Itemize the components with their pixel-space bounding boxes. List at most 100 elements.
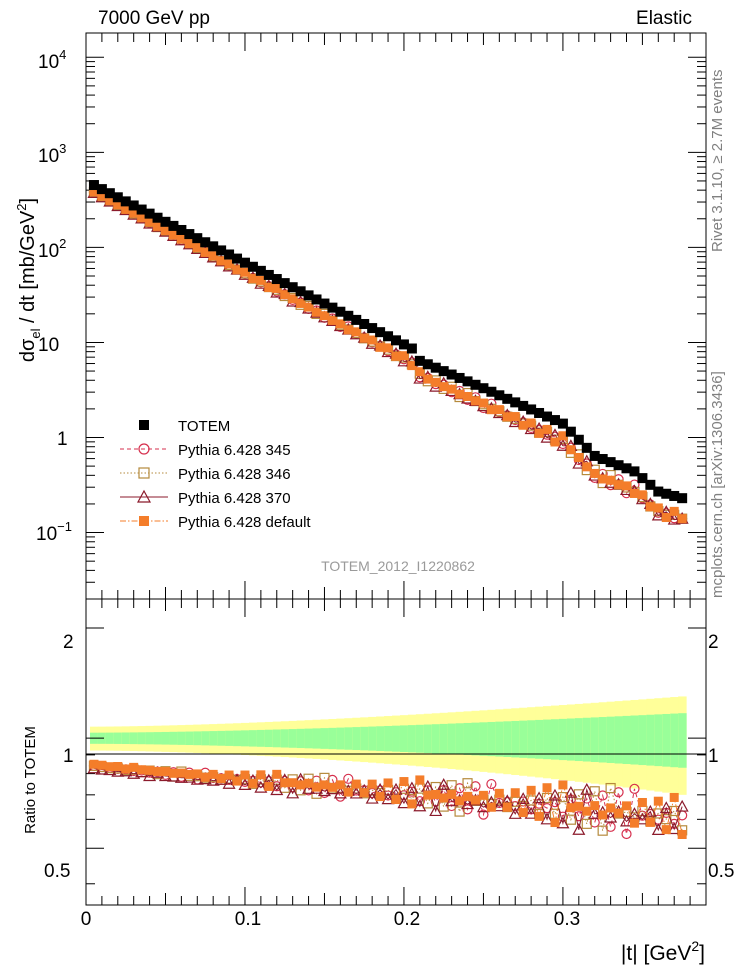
series-point <box>335 319 345 329</box>
ratio-point <box>343 787 353 797</box>
totem-point <box>438 366 449 377</box>
series-point <box>280 290 290 300</box>
ratio-point <box>405 781 419 794</box>
ytick-label-1e2: 102 <box>38 236 66 262</box>
ratio-point <box>351 779 361 789</box>
series-point <box>572 456 586 469</box>
band-green <box>225 730 234 746</box>
series-point <box>486 405 496 415</box>
band-green <box>511 720 520 758</box>
y-axis-title: dσel / dt [mb/GeV2] <box>14 198 43 362</box>
totem-point <box>160 216 171 227</box>
totem-point <box>661 488 672 499</box>
band-green <box>201 731 210 746</box>
series-point <box>97 191 107 201</box>
totem-point <box>104 188 115 199</box>
ratio-point <box>137 765 147 775</box>
ratio-point <box>463 791 473 801</box>
series-point <box>351 327 361 337</box>
totem-point <box>351 314 362 325</box>
totem-point <box>542 411 553 422</box>
ytick-label-1e4: 104 <box>38 47 66 73</box>
totem-point <box>184 229 195 240</box>
band-green <box>638 715 647 766</box>
ratio-point <box>661 825 671 835</box>
band-green <box>296 728 306 749</box>
totem-point <box>263 269 274 280</box>
totem-point <box>367 323 378 334</box>
band-green <box>312 728 321 749</box>
series-point <box>288 294 298 304</box>
series-point <box>413 371 427 384</box>
ratio-point <box>375 792 385 802</box>
totem-point <box>494 390 505 401</box>
totem-point <box>629 466 640 477</box>
ratio-point <box>121 764 131 774</box>
totem-point <box>462 376 473 387</box>
ratio-point <box>542 783 552 793</box>
totem-point <box>287 282 298 293</box>
series-point <box>319 311 329 321</box>
ytick-label-1e-1: 10−1 <box>36 519 72 545</box>
totem-point <box>279 278 290 289</box>
band-green <box>479 722 488 756</box>
band-green <box>574 718 584 762</box>
legend-marker <box>136 489 152 503</box>
analysis-label: TOTEM_2012_I1220862 <box>321 558 475 574</box>
totem-point <box>375 327 386 338</box>
series-point <box>192 242 202 252</box>
ratio-point <box>524 806 538 819</box>
legend: TOTEM Pythia 6.428 345 Pythia 6.428 346 Pyt… <box>120 418 311 531</box>
totem-point <box>232 253 243 264</box>
ratio-point <box>588 807 602 819</box>
band-green <box>113 732 123 744</box>
totem-point <box>645 479 656 490</box>
series-point <box>606 475 616 485</box>
totem-point <box>295 286 306 297</box>
ratio-point <box>248 778 258 788</box>
ratio-point <box>659 801 673 814</box>
ratio-point <box>317 784 331 797</box>
ratio-point <box>359 788 369 798</box>
rivet-label: Rivet 3.1.10, ≥ 2.7M events <box>709 70 726 253</box>
ratio-point <box>574 801 584 811</box>
series-point <box>367 335 377 345</box>
totem-point <box>605 457 616 468</box>
ratio-point <box>590 801 600 811</box>
band-green <box>535 719 544 759</box>
ratio-point <box>413 799 427 812</box>
totem-point <box>549 415 560 426</box>
ratio-tick-label-1: 1 <box>63 746 74 767</box>
ratio-point <box>381 792 395 805</box>
ratio-point <box>254 780 268 793</box>
series-point <box>240 267 250 277</box>
series-point <box>423 374 433 384</box>
band-green <box>503 721 512 757</box>
ratio-point <box>653 796 663 806</box>
legend-marker <box>138 443 150 455</box>
ratio-point <box>564 785 578 798</box>
series-point <box>208 251 218 261</box>
legend-label: Pythia 6.428 345 <box>178 442 291 459</box>
totem-point <box>518 400 529 411</box>
ratio-point <box>383 778 393 788</box>
series-point <box>176 234 186 244</box>
series-point <box>637 490 647 500</box>
totem-point <box>359 318 370 329</box>
ratio-point <box>105 762 115 772</box>
band-green <box>463 722 473 755</box>
totem-point <box>557 418 568 429</box>
series-point <box>216 256 226 266</box>
band-green <box>217 730 226 746</box>
band-green <box>590 717 600 762</box>
xtick-label-0.1: 0.1 <box>235 909 261 930</box>
band-green <box>280 729 290 748</box>
ratio-point <box>604 810 618 823</box>
totem-point <box>192 233 203 244</box>
totem-point <box>534 407 545 418</box>
legend-label: Pythia 6.428 370 <box>178 490 291 507</box>
totem-point <box>621 463 632 474</box>
ratio-point <box>335 780 345 790</box>
series-point <box>105 196 115 206</box>
legend-entry: Pythia 6.428 default <box>120 514 311 531</box>
